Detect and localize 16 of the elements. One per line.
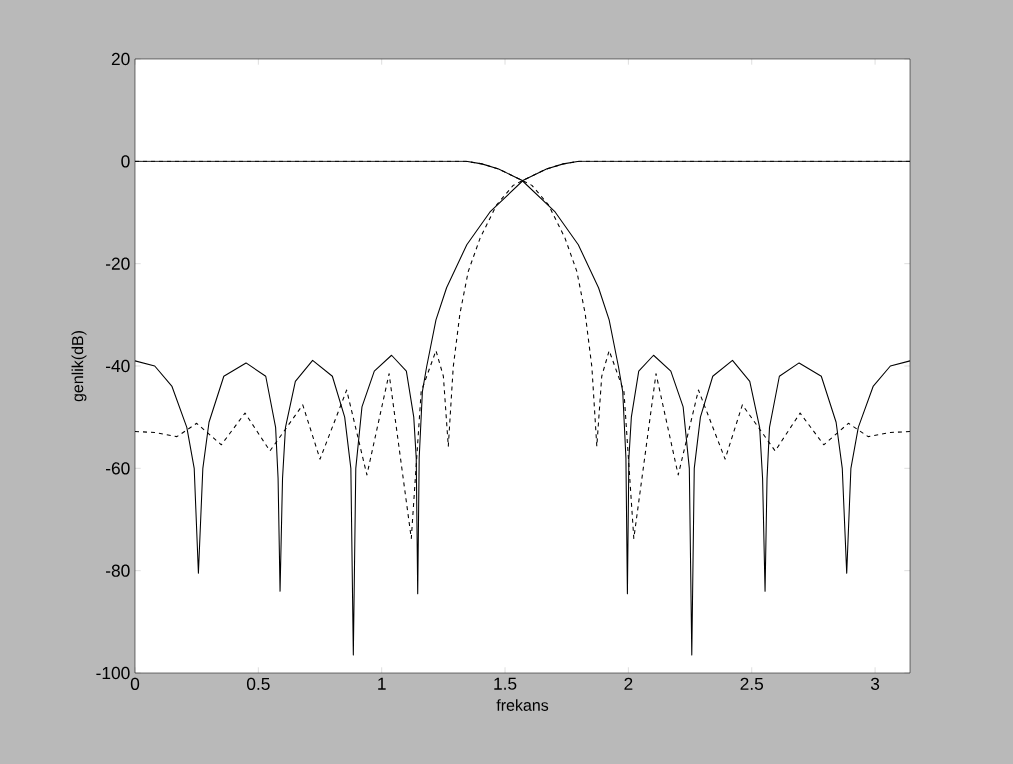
y-tick-label: 0 [121,155,130,168]
x-tick-label: 0 [130,677,140,690]
y-tick-label: -20 [106,257,130,270]
y-tick-label: -80 [106,564,130,577]
y-tick-label: -40 [106,359,130,373]
x-tick-label: 1.5 [494,677,517,690]
y-tick-label: -60 [106,462,130,475]
y-axis-title: genlik(dB) [71,331,87,402]
x-tick-label: 1 [378,677,386,690]
x-tick-label: 3 [870,677,880,690]
x-tick-label: 2 [624,677,633,690]
x-axis-title: frekans [496,699,549,711]
y-tick-label: -100 [96,666,130,680]
x-tick-label: 2.5 [740,677,764,690]
x-tick-label: 0.5 [246,677,270,690]
y-tick-label: 20 [111,52,130,66]
